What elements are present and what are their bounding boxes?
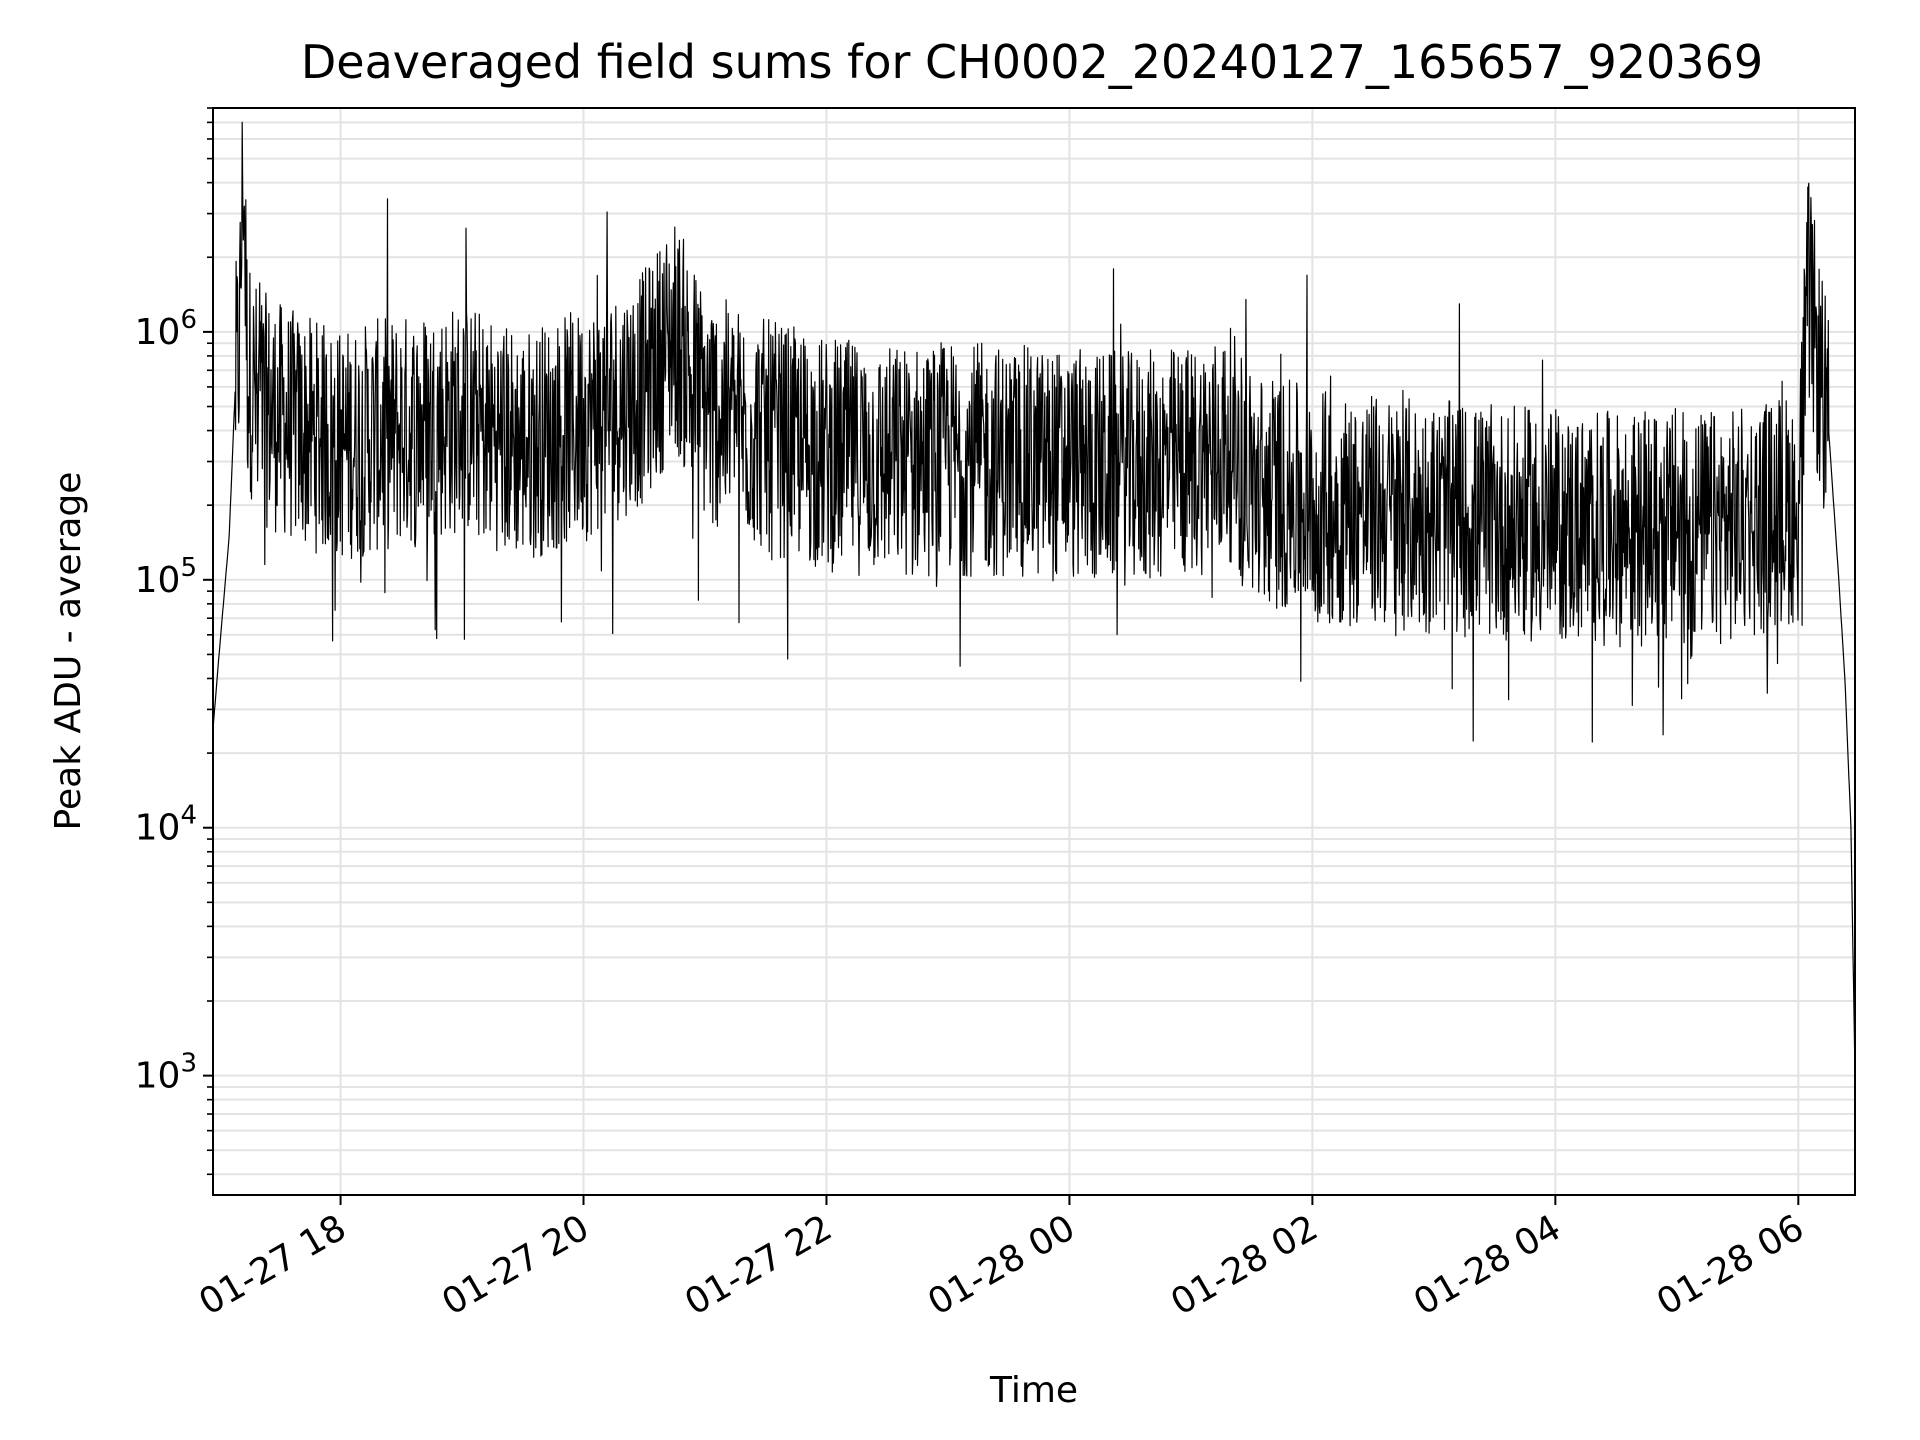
y-tick-label: 104	[135, 801, 197, 849]
y-tick-label: 103	[135, 1049, 197, 1097]
plot-frame	[212, 107, 1856, 1196]
y-tick-label: 105	[135, 553, 197, 601]
y-tick-label: 106	[135, 305, 197, 353]
chart-title: Deaveraged field sums for CH0002_2024012…	[301, 35, 1763, 89]
y-axis-label: Peak ADU - average	[48, 472, 89, 831]
x-axis-label: Time	[989, 1370, 1078, 1411]
series-line	[213, 121, 1855, 1076]
